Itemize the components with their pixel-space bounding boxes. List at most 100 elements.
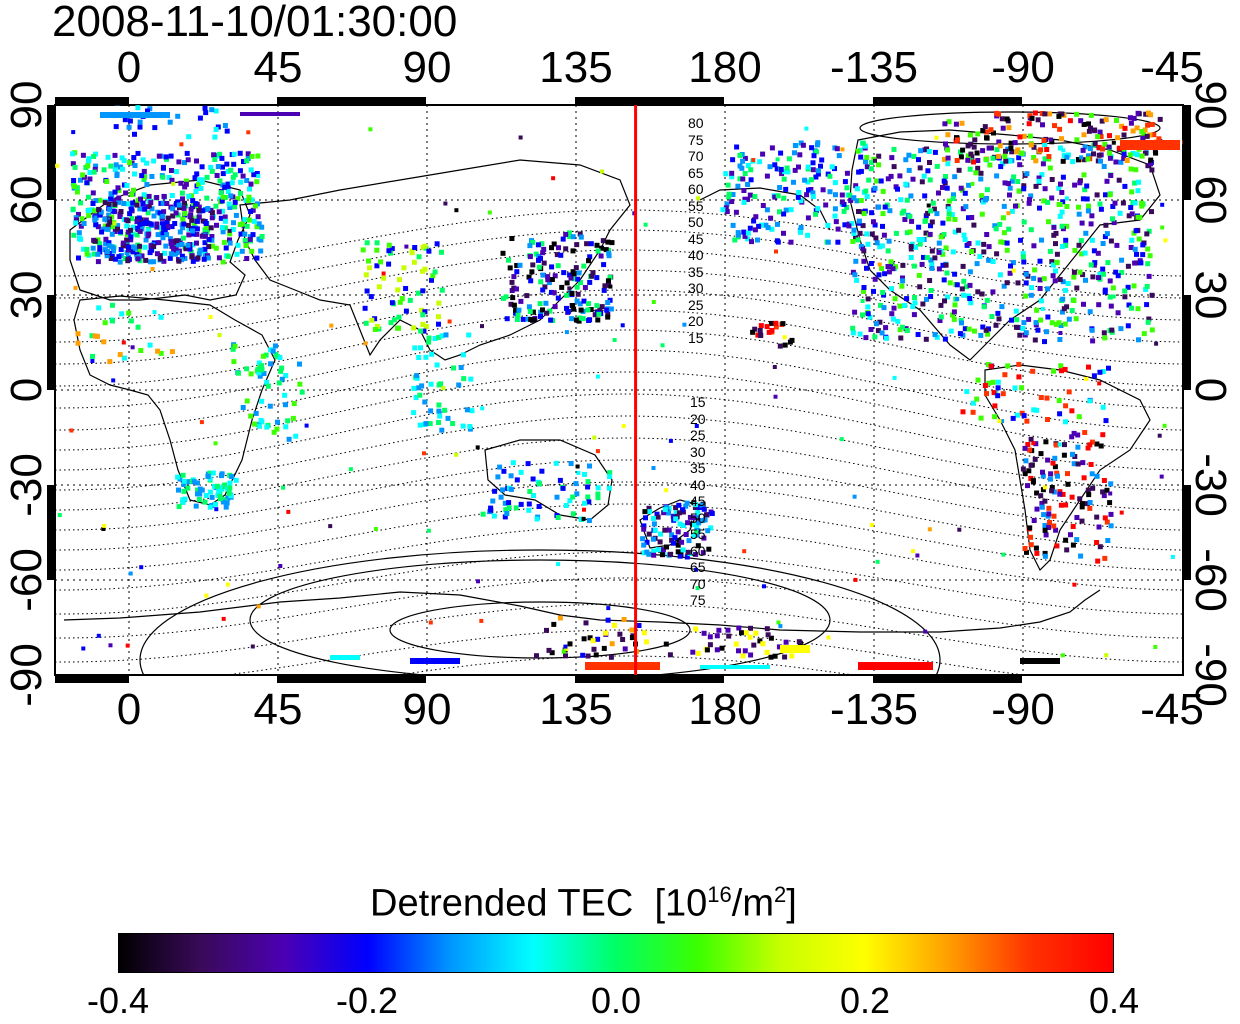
tec-pixel <box>879 330 885 336</box>
tec-pixel <box>651 466 656 470</box>
tec-pixel <box>497 464 503 470</box>
tec-pixel <box>934 211 940 217</box>
tec-pixel <box>164 232 170 238</box>
tec-pixel <box>948 328 954 334</box>
tec-pixel <box>869 522 874 527</box>
tec-pixel <box>119 155 125 161</box>
tec-pixel <box>1101 164 1107 169</box>
tec-pixel <box>112 221 117 226</box>
tec-pixel <box>190 228 196 234</box>
tec-pixel <box>695 650 701 656</box>
tec-pixel <box>753 214 759 220</box>
tec-pixel <box>158 314 164 320</box>
tec-pixel <box>148 221 154 227</box>
tec-pixel <box>447 319 452 324</box>
tec-pixel <box>90 201 96 206</box>
tec-pixel <box>785 169 791 175</box>
tec-pixel <box>125 643 130 648</box>
tec-pixel <box>1060 279 1066 285</box>
tec-pixel <box>897 303 903 309</box>
tec-pixel <box>577 315 583 321</box>
tec-pixel <box>601 645 607 651</box>
tec-pixel <box>1015 179 1021 184</box>
tec-pixel <box>988 363 994 369</box>
tec-pixel <box>217 496 223 502</box>
tec-pixel <box>500 487 505 493</box>
tec-pixel <box>95 259 101 265</box>
tec-pixel <box>1122 125 1128 131</box>
tec-pixel <box>758 332 764 338</box>
tec-pixel <box>868 327 874 332</box>
tec-pixel <box>854 186 860 192</box>
tec-pixel <box>956 227 962 233</box>
tec-pixel <box>927 231 933 237</box>
tec-pixel <box>1028 475 1034 481</box>
tec-pixel <box>1052 455 1058 461</box>
tec-pixel <box>861 211 867 217</box>
tec-pixel <box>909 218 915 224</box>
tec-pixel <box>1149 292 1155 298</box>
tec-pixel <box>1079 155 1084 160</box>
tec-pixel <box>769 226 775 232</box>
tec-pixel <box>789 653 795 659</box>
tec-pixel <box>833 219 839 225</box>
tec-pixel <box>1056 320 1062 326</box>
tec-pixel <box>541 246 547 252</box>
tec-pixel <box>1092 141 1098 147</box>
tec-pixel <box>605 617 611 623</box>
tec-pixel <box>881 292 887 298</box>
tec-pixel <box>959 286 965 292</box>
tec-pixel <box>212 157 218 162</box>
tec-pixel <box>952 217 958 222</box>
tec-pixel <box>904 230 910 236</box>
tec-pixel <box>166 224 171 230</box>
tec-pixel <box>913 244 918 250</box>
tec-pixel <box>1078 553 1084 559</box>
tec-pixel <box>256 604 261 609</box>
tec-pixel <box>972 328 977 334</box>
tec-pixel <box>217 491 223 497</box>
tec-pixel <box>235 196 241 202</box>
tec-pixel <box>417 422 423 428</box>
tec-pixel <box>213 441 218 446</box>
tec-pixel <box>986 244 992 250</box>
tec-pixel <box>1087 505 1093 511</box>
tec-pixel <box>1027 525 1033 531</box>
tec-pixel <box>1098 206 1104 212</box>
tec-pixel <box>932 255 938 261</box>
tec-pixel <box>108 191 114 197</box>
tec-pixel <box>248 209 253 214</box>
tec-pixel <box>1069 434 1075 440</box>
tec-pixel <box>1113 159 1119 165</box>
tec-pixel <box>436 334 442 340</box>
tec-pixel <box>1086 364 1091 370</box>
tec-pixel <box>256 360 262 366</box>
tec-pixel <box>857 230 863 236</box>
tec-pixel <box>1014 412 1020 418</box>
tec-pixel <box>388 320 394 326</box>
tec-pixel <box>1087 146 1093 152</box>
tec-pixel <box>950 249 956 255</box>
tec-pixel <box>1020 254 1026 260</box>
tec-pixel <box>438 381 444 387</box>
tec-pixel <box>1031 155 1037 160</box>
tec-pixel <box>1063 403 1069 409</box>
tec-pixel <box>524 293 530 299</box>
tec-pixel <box>151 259 157 265</box>
tec-pixel <box>1040 306 1045 311</box>
tec-pixel <box>725 182 731 188</box>
tec-pixel <box>944 270 950 276</box>
tec-pixel <box>179 253 185 259</box>
tec-pixel <box>757 638 763 644</box>
tec-pixel <box>176 242 182 248</box>
tec-pixel <box>219 198 225 204</box>
tec-pixel <box>940 220 946 226</box>
tec-pixel <box>920 301 926 307</box>
tec-pixel <box>929 261 935 267</box>
tec-pixel <box>606 250 612 256</box>
tec-pixel <box>179 142 184 147</box>
tec-pixel <box>1081 122 1087 127</box>
tec-pixel <box>1103 192 1108 198</box>
tec-pixel <box>122 256 128 262</box>
tec-pixel <box>1053 268 1058 274</box>
